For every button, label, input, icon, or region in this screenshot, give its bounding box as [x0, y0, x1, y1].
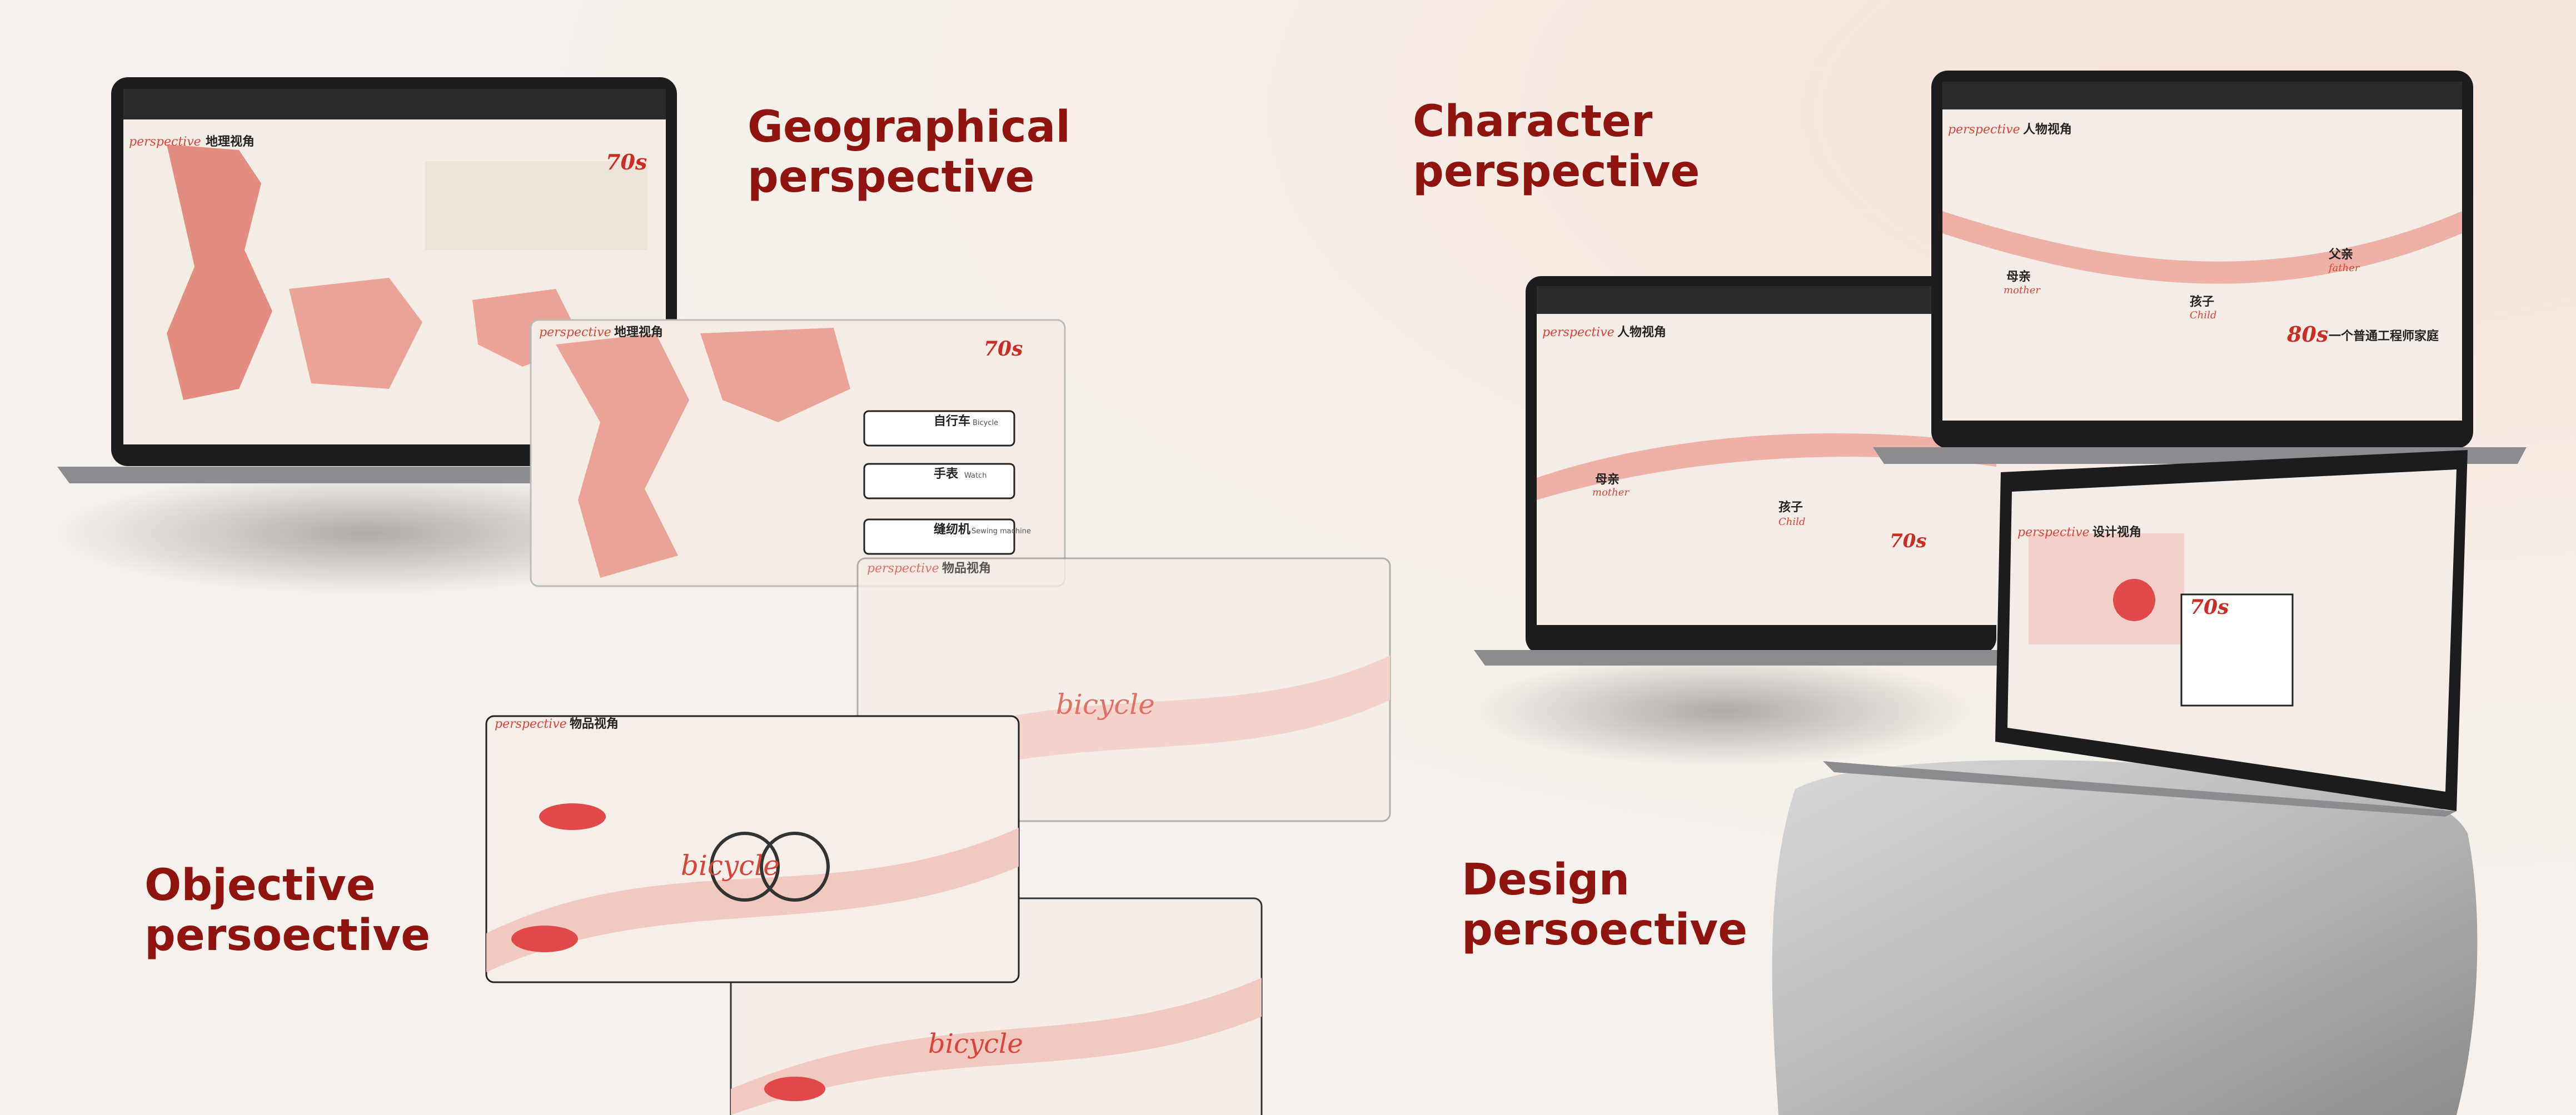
person-zh: 父亲	[2329, 248, 2353, 262]
label-line: Character	[1413, 97, 1653, 147]
card-geo: perspective 地理视角 70s 自行车 Bicycle 手表 Watc…	[530, 319, 1066, 587]
person-en: mother	[1592, 487, 1630, 498]
decade: 80s	[2286, 322, 2328, 347]
brand: perspective	[129, 135, 201, 149]
brand: perspective	[867, 562, 939, 576]
person-en: Child	[2190, 309, 2216, 321]
screen-title: 人物视角	[1617, 325, 1666, 339]
item-list: 自行车 Bicycle 手表 Watch 缝纫机 Sewing machine	[863, 410, 1031, 555]
brand: perspective	[2017, 526, 2090, 539]
screen-title: 物品视角	[942, 561, 991, 576]
brand: perspective	[1948, 123, 2020, 137]
card-object: perspective 物品视角 bicycle	[485, 715, 1020, 983]
section-label: Geographical perspective Character persp…	[145, 97, 1747, 961]
person-zh: 母亲	[1595, 473, 1620, 487]
item-zh: 手表	[934, 467, 959, 481]
person-en: Child	[1778, 516, 1805, 528]
person-en: father	[2328, 262, 2360, 274]
item-zh: 缝纫机	[934, 522, 970, 537]
screen-title: 地理视角	[614, 325, 663, 339]
object-word: bicycle	[1056, 688, 1155, 721]
decade: 70s	[984, 337, 1023, 361]
person-zh: 孩子	[2190, 294, 2214, 309]
item-en: Bicycle	[973, 419, 998, 427]
label-line: persoective	[1462, 905, 1747, 955]
brand: perspective	[495, 717, 567, 731]
brand: perspective	[539, 326, 611, 339]
object-word: bicycle	[928, 1028, 1023, 1059]
person-en: mother	[2004, 284, 2041, 296]
laptop-design: perspective 设计视角 70s	[1823, 450, 2468, 817]
screen-title: 人物视角	[2023, 122, 2072, 137]
item-zh: 自行车	[934, 414, 970, 428]
item-en: Watch	[964, 472, 986, 480]
label-line: Geographical	[748, 102, 1070, 152]
person-zh: 母亲	[2006, 270, 2031, 284]
screen-title: 设计视角	[2092, 525, 2141, 539]
rock	[1772, 760, 2478, 1115]
decade: 70s	[2190, 596, 2229, 619]
label-line: persoective	[145, 911, 430, 961]
label-line: perspective	[748, 152, 1034, 202]
decade: 70s	[1890, 530, 1926, 552]
object-word: bicycle	[681, 849, 780, 882]
person-zh: 孩子	[1778, 500, 1803, 514]
label-line: perspective	[1413, 147, 1700, 197]
brand: perspective	[1542, 326, 1615, 339]
caption: 一个普通工程师家庭	[2329, 329, 2439, 343]
screen-title: 地理视角	[206, 134, 255, 149]
laptop-character-right: perspective 人物视角 母亲 mother 孩子 Child 父亲 f…	[1873, 71, 2527, 464]
item-en: Sewing machine	[971, 527, 1031, 536]
laptop-character-left: perspective 人物视角 母亲 mother 孩子 Child 70s	[1473, 276, 2001, 767]
decade: 70s	[606, 149, 647, 174]
screen-title: 物品视角	[570, 717, 619, 731]
label-line: Objective	[145, 861, 376, 911]
label-line: Design	[1462, 855, 1630, 905]
